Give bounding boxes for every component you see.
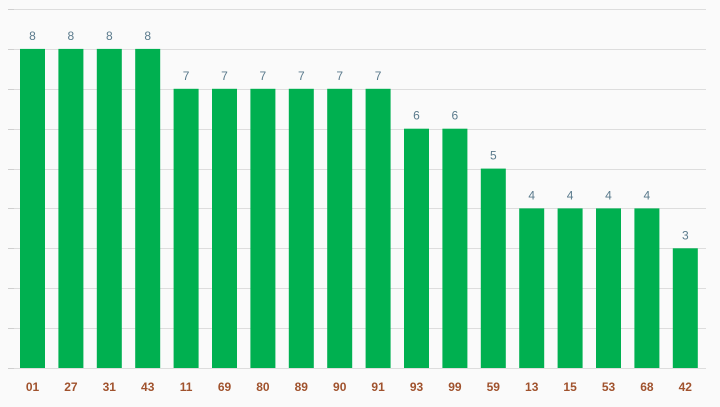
- value-label-93: 6: [413, 109, 420, 123]
- y-axis-ticks: [8, 9, 14, 369]
- value-label-11: 7: [183, 69, 190, 83]
- category-label-53: 53: [602, 380, 616, 394]
- category-label-43: 43: [141, 380, 155, 394]
- bar-89: [288, 88, 314, 369]
- bar-93: [404, 128, 429, 368]
- value-label-01: 8: [29, 29, 36, 43]
- category-label-89: 89: [295, 380, 309, 394]
- category-label-69: 69: [218, 380, 232, 394]
- category-label-15: 15: [563, 380, 577, 394]
- value-label-69: 7: [221, 69, 228, 83]
- bar-13: [519, 208, 545, 368]
- bar-91: [365, 88, 391, 369]
- bar-53: [596, 208, 621, 368]
- category-label-42: 42: [679, 380, 693, 394]
- bar-15: [557, 208, 583, 368]
- value-label-42: 3: [682, 228, 689, 242]
- gridlines: [14, 9, 706, 369]
- value-label-99: 6: [452, 109, 459, 123]
- value-label-68: 4: [644, 188, 651, 202]
- value-label-13: 4: [528, 188, 535, 202]
- category-labels: 01 27 31 43 11 69 80 89 90 91 93 99 59 13 15 53 68 42: [26, 380, 692, 394]
- value-label-43: 8: [144, 29, 151, 43]
- value-label-90: 7: [336, 69, 343, 83]
- bar-59: [480, 168, 506, 368]
- category-label-90: 90: [333, 380, 347, 394]
- value-label-31: 8: [106, 29, 113, 43]
- bar-27: [58, 48, 84, 369]
- bar-69: [212, 88, 237, 369]
- bar-01: [20, 48, 45, 369]
- category-label-11: 11: [180, 380, 193, 394]
- bar-80: [250, 88, 276, 369]
- value-label-53: 4: [605, 188, 612, 202]
- category-label-13: 13: [525, 380, 539, 394]
- bar-43: [135, 48, 161, 369]
- category-label-31: 31: [103, 380, 117, 394]
- value-label-91: 7: [375, 69, 382, 83]
- value-labels: 8 8 8 8 7 7 7 7 7 7 6 6 5 4 4 4 4 3: [29, 29, 689, 242]
- category-label-80: 80: [256, 380, 270, 394]
- bar-99: [442, 128, 468, 368]
- bar-42: [672, 248, 698, 368]
- category-label-68: 68: [640, 380, 654, 394]
- category-label-99: 99: [448, 380, 462, 394]
- value-label-80: 7: [260, 69, 267, 83]
- category-label-01: 01: [26, 380, 40, 394]
- value-label-15: 4: [567, 188, 574, 202]
- category-label-27: 27: [64, 380, 78, 394]
- category-label-59: 59: [487, 380, 501, 394]
- bar-11: [173, 88, 199, 369]
- bar-31: [96, 48, 122, 369]
- category-label-93: 93: [410, 380, 424, 394]
- bars: [20, 48, 698, 369]
- value-label-89: 7: [298, 69, 305, 83]
- bar-68: [634, 208, 660, 368]
- value-label-59: 5: [490, 149, 497, 163]
- value-label-27: 8: [68, 29, 75, 43]
- bar-90: [327, 88, 353, 369]
- category-label-91: 91: [371, 380, 385, 394]
